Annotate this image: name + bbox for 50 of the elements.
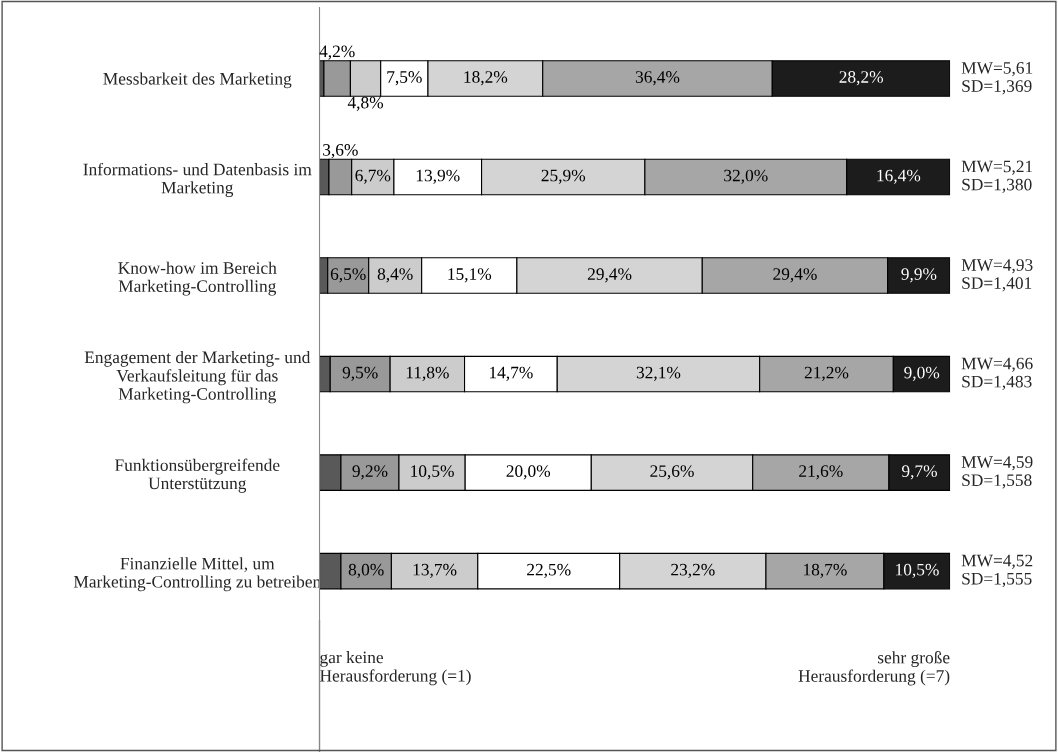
text: MW=5,61 SD=1,369: [961, 62, 1033, 95]
data-label: 29,4%: [773, 268, 817, 283]
data-label: 21,6%: [799, 465, 843, 480]
data-label: 16,4%: [877, 169, 921, 184]
text: sehr große Herausforderung (=7): [798, 651, 950, 686]
text: MW=4,52 SD=1,555: [961, 554, 1033, 588]
data-label: 6,5%: [330, 268, 366, 283]
data-label: 36,4%: [635, 71, 680, 86]
data-label: 25,9%: [541, 169, 586, 184]
text: MW=4,66 SD=1,483: [961, 357, 1033, 390]
data-label: 3,6%: [323, 144, 358, 159]
data-label: 32,1%: [636, 366, 681, 381]
data-label: 9,9%: [901, 268, 937, 283]
y-tick-label: Engagement der Marketing- und Verkaufsleitung für das Marketing-Controlling: [84, 350, 311, 404]
data-label: 9,7%: [901, 465, 937, 480]
data-label: 23,2%: [671, 563, 715, 578]
data-label: 21,2%: [804, 366, 849, 381]
text: gar keine Herausforderung (=1): [320, 651, 471, 686]
data-label: 20,0%: [506, 465, 551, 480]
text: MW=4,93 SD=1,401: [961, 259, 1033, 292]
data-label: 11,8%: [406, 366, 449, 381]
data-label: 4,2%: [319, 45, 355, 60]
y-tick-label: Finanzielle Mittel, um Marketing-Controlling zu betreiben: [73, 557, 321, 592]
data-label: 4,8%: [347, 96, 384, 111]
data-label: 13,7%: [413, 563, 457, 578]
data-label: 14,7%: [490, 366, 533, 381]
text: MW=5,21 SD=1,380: [961, 160, 1033, 193]
data-label: 8,0%: [348, 563, 384, 578]
data-label: 8,4%: [377, 268, 413, 283]
y-tick-label: Informations- und Datenbasis im Marketing: [83, 162, 312, 198]
data-label: 18,7%: [804, 563, 847, 578]
data-label: 9,5%: [342, 366, 378, 381]
y-tick-label: Messbarkeit des Marketing: [103, 72, 292, 89]
data-label: 18,2%: [464, 71, 508, 86]
data-label: 22,5%: [527, 563, 571, 578]
data-label: 7,5%: [387, 71, 422, 86]
data-label: 32,0%: [724, 169, 768, 184]
y-tick-label: Funktionsübergreifende Unterstützung: [115, 458, 280, 493]
text: MW=4,59 SD=1,558: [961, 456, 1033, 489]
data-label: 29,4%: [587, 268, 632, 283]
data-label: 10,5%: [896, 563, 939, 578]
data-label: 9,2%: [352, 465, 388, 480]
y-tick-label: Know-how im Bereich Marketing-Controlling: [118, 261, 277, 296]
data-label: 10,5%: [411, 465, 454, 480]
data-label: 13,9%: [416, 169, 460, 184]
data-label: 15,1%: [448, 268, 492, 283]
data-label: 28,2%: [839, 71, 883, 86]
data-label: 9,0%: [904, 366, 940, 381]
data-label: 6,7%: [355, 169, 391, 184]
data-label: 25,6%: [650, 465, 694, 480]
